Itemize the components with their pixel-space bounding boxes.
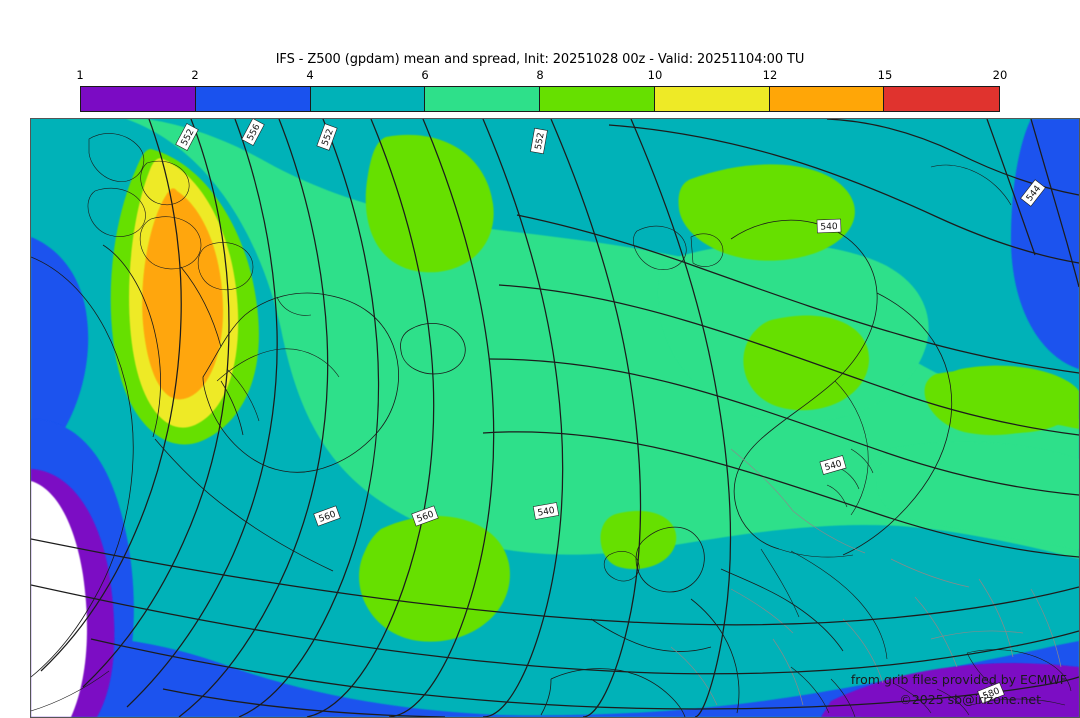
- attribution-source: from grib files provided by ECMWF: [850, 672, 1067, 687]
- colorbar-segment-12-15: [769, 87, 885, 111]
- contour-label-text: 552: [534, 132, 547, 151]
- attribution-copyright: ©2025 sb@irizone.net: [899, 692, 1041, 707]
- colorbar-tick-15: 15: [877, 68, 893, 82]
- colorbar-segment-15-20: [884, 87, 999, 111]
- spread-below-minimum: [31, 481, 87, 717]
- colorbar-tick-8: 8: [536, 68, 544, 82]
- contour-label: 540: [819, 455, 847, 475]
- colorbar-segment-4-6: [310, 87, 426, 111]
- contour-label: 560: [313, 505, 341, 527]
- colorbar-segment-1-2: [81, 87, 196, 111]
- colorbar-tick-20: 20: [992, 68, 1008, 82]
- spread-band-2-4: [31, 237, 89, 479]
- spread-band-6-8: [126, 119, 1079, 559]
- contour-label: 552: [316, 123, 338, 151]
- colorbar-segment-2-4: [195, 87, 311, 111]
- colorbar-tick-6: 6: [421, 68, 429, 82]
- colorbar-tick-1: 1: [76, 68, 84, 82]
- contour-label-text: 540: [820, 222, 838, 233]
- contour-label-text: 540: [537, 506, 556, 519]
- map-panel[interactable]: 552 556 552 552 544 540 540 560 560 540 580 from g…: [30, 118, 1080, 718]
- colorbar-segment-6-8: [425, 87, 540, 111]
- contour-layer: [31, 119, 1079, 717]
- colorbar-tick-2: 2: [191, 68, 199, 82]
- coastline-layer: [31, 133, 1072, 717]
- colorbar-tick-12: 12: [762, 68, 778, 82]
- page-title: IFS - Z500 (gpdam) mean and spread, Init…: [275, 52, 805, 67]
- contour-label: 540: [532, 502, 560, 520]
- colorbar-tick-10: 10: [647, 68, 663, 82]
- colorbar-strip: [80, 86, 1000, 112]
- colorbar-segment-8-10: [540, 87, 655, 111]
- shaded-spread-layer: [31, 119, 1079, 717]
- contour-label: 540: [816, 218, 842, 234]
- spread-band-12-15: [142, 188, 223, 400]
- colorbar-tick-4: 4: [306, 68, 314, 82]
- colorbar-tick-labels: 1 2 4 6 8 10 12 15 20: [76, 68, 1007, 84]
- colorbar: 1 2 4 6 8 10 12 15 20: [76, 68, 1007, 112]
- contour-label-text: 540: [824, 459, 844, 473]
- contour-label: 552: [530, 127, 548, 155]
- colorbar-segment-10-12: [654, 87, 770, 111]
- contour-label: 560: [411, 505, 439, 527]
